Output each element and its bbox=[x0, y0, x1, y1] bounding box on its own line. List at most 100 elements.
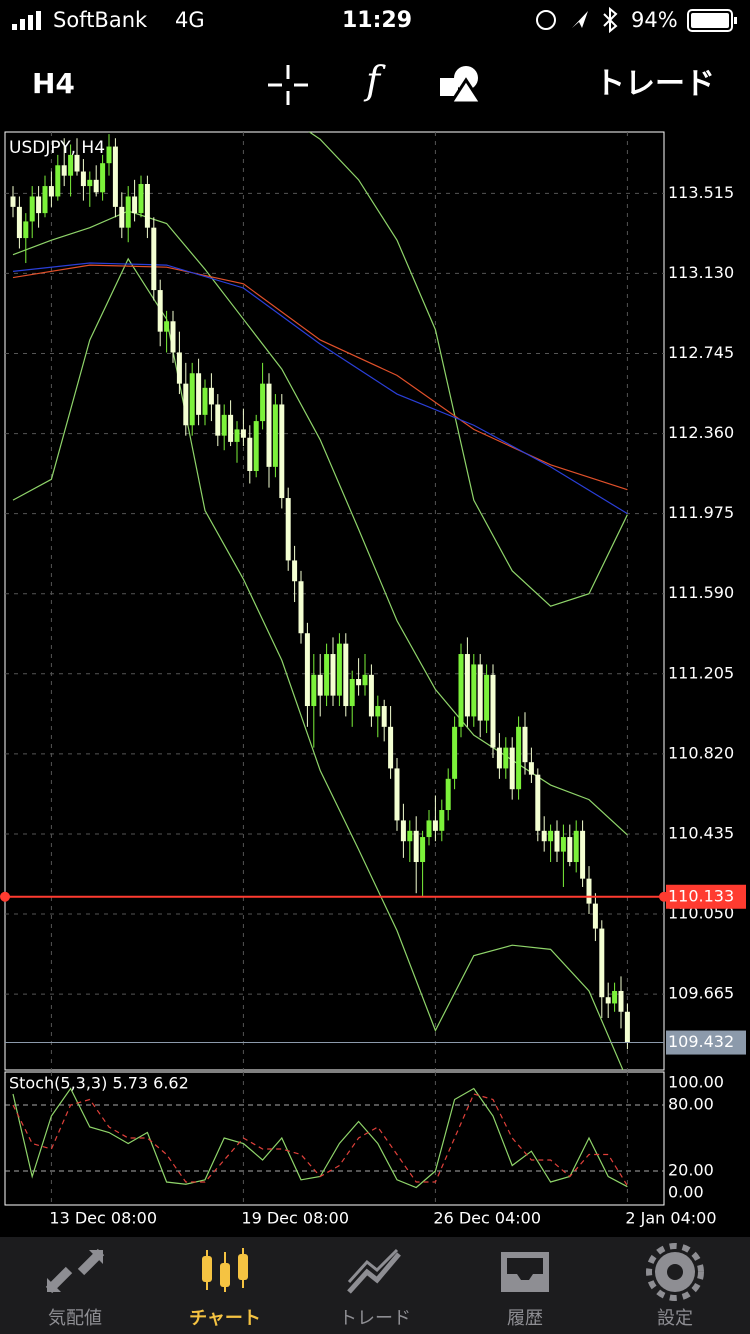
candle-body bbox=[106, 146, 112, 164]
candle-body bbox=[592, 903, 598, 929]
location-icon bbox=[572, 11, 588, 28]
tab-item[interactable]: 気配値 bbox=[45, 1248, 105, 1329]
candle-body bbox=[23, 221, 29, 239]
candle-body bbox=[362, 674, 368, 686]
candle-body bbox=[234, 429, 240, 442]
stoch-tick-label: 80.00 bbox=[668, 1095, 714, 1114]
bluetooth-icon bbox=[603, 6, 618, 34]
tab-icon-part bbox=[646, 1243, 704, 1301]
candle-body bbox=[349, 678, 355, 707]
candle-body bbox=[144, 183, 150, 228]
signal-bar bbox=[36, 11, 41, 30]
candle-body bbox=[388, 726, 394, 769]
candle-body bbox=[490, 674, 496, 748]
candle-body bbox=[541, 830, 547, 842]
candle-body bbox=[432, 820, 438, 831]
bollinger-band bbox=[308, 132, 628, 607]
x-tick-label: 26 Dec 04:00 bbox=[433, 1209, 541, 1228]
candle-body bbox=[477, 664, 483, 721]
crosshair-button[interactable] bbox=[268, 65, 308, 105]
candle-body bbox=[311, 674, 317, 707]
stoch-panel-frame bbox=[4, 1071, 665, 1206]
candle-body bbox=[74, 154, 80, 172]
trade-button[interactable]: トレード bbox=[595, 67, 715, 102]
tab-item[interactable]: 設定 bbox=[646, 1243, 704, 1329]
candle-body bbox=[266, 383, 272, 467]
candle-body bbox=[330, 654, 336, 696]
candle-body bbox=[420, 837, 426, 863]
candle-body bbox=[452, 726, 458, 779]
candle-body bbox=[368, 674, 374, 717]
x-tick-label: 19 Dec 08:00 bbox=[241, 1209, 349, 1228]
objects-button[interactable] bbox=[440, 66, 484, 105]
y-tick-label: 110.435 bbox=[668, 823, 734, 842]
chart-title: USDJPY, H4 bbox=[9, 138, 105, 158]
clock: 11:29 bbox=[342, 8, 412, 33]
tab-label: トレード bbox=[339, 1308, 411, 1329]
candle-body bbox=[516, 726, 522, 790]
candle-body bbox=[317, 674, 323, 696]
bollinger-band bbox=[12, 257, 624, 1070]
candle-body bbox=[61, 165, 67, 176]
candle-body bbox=[343, 643, 349, 707]
objects-icon bbox=[440, 78, 458, 96]
candle-body bbox=[298, 581, 304, 634]
candle-body bbox=[439, 810, 445, 831]
stoch-label: Stoch(5,3,3) 5.73 6.62 bbox=[9, 1074, 189, 1093]
tab-icon-part bbox=[347, 1252, 401, 1294]
candle-body bbox=[119, 206, 125, 228]
candle-body bbox=[573, 830, 579, 863]
candle-body bbox=[400, 820, 406, 842]
rotation-lock-icon bbox=[536, 10, 556, 30]
candle-body bbox=[612, 990, 618, 1004]
tab-icon bbox=[202, 1248, 248, 1292]
candle-body bbox=[42, 186, 48, 214]
candle-body bbox=[304, 633, 310, 707]
tab-label: 気配値 bbox=[48, 1308, 102, 1329]
candle-body bbox=[164, 321, 170, 332]
candle-body bbox=[55, 165, 61, 197]
candle-body bbox=[87, 179, 93, 187]
candle-body bbox=[413, 830, 419, 863]
candle-body bbox=[599, 928, 605, 998]
candle-body bbox=[554, 830, 560, 852]
candle-body bbox=[208, 387, 214, 405]
candle-body bbox=[29, 196, 35, 222]
tab-label: 履歴 bbox=[507, 1308, 543, 1329]
signal-bar bbox=[12, 24, 17, 30]
y-tick-label: 112.745 bbox=[668, 343, 734, 362]
x-tick-label: 2 Jan 04:00 bbox=[625, 1209, 716, 1228]
y-tick-label: 110.820 bbox=[668, 743, 734, 762]
tab-item[interactable]: 履歴 bbox=[501, 1252, 549, 1329]
candle-body bbox=[272, 404, 278, 467]
candle-body bbox=[125, 196, 131, 228]
candle-body bbox=[324, 654, 330, 696]
candle-body bbox=[375, 706, 381, 717]
candle-body bbox=[132, 196, 138, 214]
tab-bar bbox=[0, 1237, 750, 1334]
price-line-handle bbox=[0, 891, 10, 902]
candle-body bbox=[503, 747, 509, 769]
tab-icon-part bbox=[47, 1250, 103, 1292]
timeframe-button[interactable]: H4 bbox=[32, 67, 75, 100]
network: 4G bbox=[175, 8, 205, 32]
candle-body bbox=[279, 404, 285, 499]
signal-bar bbox=[28, 15, 33, 30]
tab-item[interactable]: チャート bbox=[189, 1248, 261, 1329]
candle-body bbox=[93, 179, 99, 193]
candle-body bbox=[605, 997, 611, 1004]
tab-item[interactable]: トレード bbox=[339, 1248, 411, 1329]
tab-icon bbox=[347, 1248, 401, 1294]
tab-icon bbox=[45, 1248, 105, 1294]
y-tick-label: 111.590 bbox=[668, 583, 734, 602]
battery-tip bbox=[734, 17, 737, 24]
candle-body bbox=[567, 837, 573, 863]
candle-body bbox=[228, 414, 234, 442]
price-label-box bbox=[666, 1030, 746, 1055]
candle-body bbox=[189, 373, 195, 426]
candle-body bbox=[580, 830, 586, 879]
carrier: SoftBank bbox=[53, 8, 148, 32]
candle-body bbox=[407, 830, 413, 842]
candle-body bbox=[247, 437, 253, 472]
